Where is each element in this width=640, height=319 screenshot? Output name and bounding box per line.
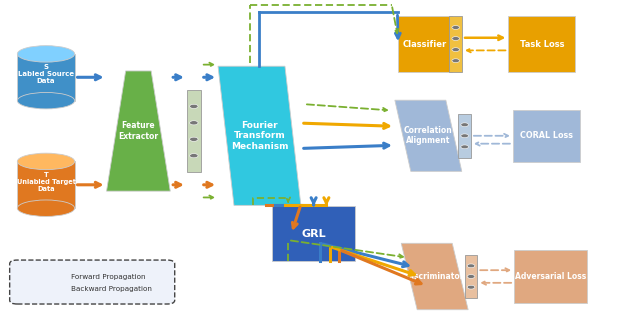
FancyBboxPatch shape	[465, 255, 477, 298]
Text: CORAL Loss: CORAL Loss	[520, 131, 573, 140]
Circle shape	[452, 48, 460, 51]
FancyBboxPatch shape	[458, 114, 471, 158]
FancyBboxPatch shape	[513, 110, 580, 162]
Text: Task Loss: Task Loss	[520, 40, 564, 48]
Polygon shape	[395, 100, 462, 171]
Polygon shape	[106, 71, 170, 191]
FancyBboxPatch shape	[187, 90, 201, 172]
Circle shape	[189, 104, 198, 108]
Text: Correlation
Alignment: Correlation Alignment	[404, 126, 452, 145]
Circle shape	[189, 121, 198, 125]
Text: T
Unlabled Target
Data: T Unlabled Target Data	[17, 172, 76, 192]
Ellipse shape	[17, 153, 75, 170]
Text: Forward Propagation: Forward Propagation	[72, 274, 146, 279]
FancyBboxPatch shape	[449, 16, 462, 72]
FancyBboxPatch shape	[10, 260, 175, 304]
Text: Adversarial Loss: Adversarial Loss	[515, 272, 586, 281]
FancyBboxPatch shape	[17, 54, 75, 101]
Circle shape	[452, 37, 460, 41]
Circle shape	[452, 59, 460, 63]
FancyBboxPatch shape	[398, 16, 452, 72]
Polygon shape	[218, 66, 301, 205]
Ellipse shape	[17, 46, 75, 62]
FancyBboxPatch shape	[272, 206, 355, 262]
Text: Feature
Extractor: Feature Extractor	[118, 121, 159, 141]
Circle shape	[461, 123, 468, 127]
Ellipse shape	[17, 200, 75, 216]
FancyBboxPatch shape	[514, 250, 588, 303]
Circle shape	[189, 137, 198, 141]
Circle shape	[467, 285, 475, 289]
FancyBboxPatch shape	[508, 16, 575, 72]
Text: Backward Propagation: Backward Propagation	[72, 286, 152, 292]
Text: GRL: GRL	[301, 229, 326, 239]
Text: Fourier
Transform
Mechanism: Fourier Transform Mechanism	[230, 121, 288, 151]
Circle shape	[461, 145, 468, 149]
Circle shape	[467, 264, 475, 268]
Text: S
Labled Source
Data: S Labled Source Data	[18, 64, 74, 84]
Text: Classifier: Classifier	[403, 40, 447, 48]
Circle shape	[189, 154, 198, 158]
Circle shape	[467, 275, 475, 278]
FancyBboxPatch shape	[17, 161, 75, 208]
Ellipse shape	[17, 93, 75, 109]
Polygon shape	[401, 243, 468, 310]
Circle shape	[452, 26, 460, 29]
Text: Discriminator: Discriminator	[406, 272, 464, 281]
Circle shape	[461, 134, 468, 138]
